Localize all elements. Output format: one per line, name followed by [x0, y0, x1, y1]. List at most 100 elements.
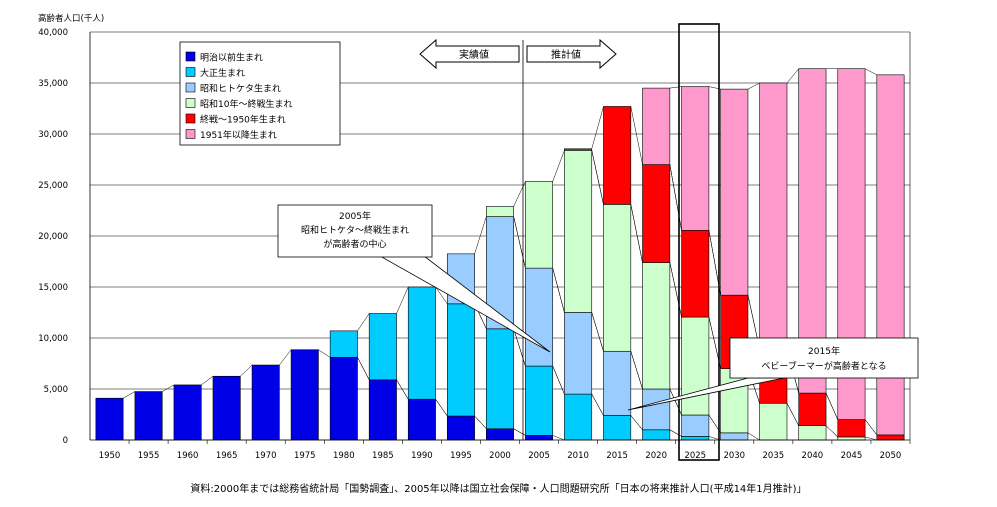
bar-segment	[603, 415, 632, 441]
period-arrows: 実績値 推計値	[419, 38, 617, 70]
legend-label: 終戦～1950年生まれ	[200, 114, 286, 126]
connector-line	[435, 399, 448, 417]
connector-line	[786, 68, 799, 84]
bar-segment	[681, 436, 710, 441]
bar-segment	[251, 364, 280, 441]
y-tick-label: 0	[63, 436, 68, 446]
connector-line	[240, 364, 253, 377]
connector-line	[825, 392, 838, 420]
connector-line	[825, 425, 838, 438]
bar-segment	[603, 350, 632, 416]
x-tick-label: 2000	[489, 451, 511, 461]
legend-label: 昭和10年～終戦生まれ	[200, 98, 292, 110]
x-tick-label: 2010	[567, 451, 589, 461]
x-tick-label: 1975	[294, 451, 316, 461]
y-tick-label: 30,000	[38, 130, 68, 140]
legend-swatch	[185, 113, 196, 124]
x-tick-label: 1950	[99, 451, 121, 461]
callout-2015-line2: ベビーブーマーが高齢者となる	[761, 360, 886, 372]
legend-swatch	[185, 67, 196, 77]
connector-line	[396, 286, 409, 314]
connector-line	[669, 86, 682, 89]
y-tick-label: 15,000	[38, 283, 68, 293]
legend-swatch	[185, 98, 196, 108]
connector-line	[474, 216, 487, 254]
y-tick-label: 40,000	[38, 28, 68, 38]
bar-segment	[642, 262, 671, 390]
y-axis: 0 5,000 10,000 15,000 20,000 25,000 30,000 35,0…	[38, 28, 91, 446]
legend-label: 1951年以降生まれ	[200, 129, 277, 141]
bar-segment	[759, 82, 788, 350]
x-tick-label: 1955	[138, 451, 160, 461]
connector-line	[747, 432, 760, 441]
connector-line	[357, 313, 370, 331]
bar-segment	[368, 313, 397, 381]
legend: 明治以前生まれ大正生まれ昭和ヒトケタ生まれ昭和10年～終戦生まれ終戦～1950年…	[179, 41, 341, 146]
bar-segment	[486, 206, 514, 217]
x-tick-label: 1990	[411, 451, 433, 461]
connector-line	[552, 365, 565, 395]
y-tick-label: 20,000	[38, 232, 68, 242]
bar-segment	[837, 419, 866, 438]
legend-swatch	[185, 129, 196, 139]
connector-line	[630, 106, 643, 165]
legend-box	[179, 41, 341, 146]
legend-label: 大正生まれ	[200, 67, 245, 79]
x-tick-label: 2020	[645, 451, 667, 461]
estimate-arrow	[526, 38, 617, 70]
x-tick-label: 1960	[177, 451, 199, 461]
x-tick-label: 1970	[255, 451, 277, 461]
legend-label: 昭和ヒトケタ生まれ	[200, 83, 281, 95]
bar-segment	[329, 330, 358, 358]
x-tick-label: 1965	[216, 451, 238, 461]
callout-2005-line2: 昭和ヒトケタ～終戦生まれ	[301, 224, 409, 236]
connector-line	[630, 204, 643, 263]
y-tick-label: 5,000	[44, 385, 68, 395]
bar-segment	[642, 388, 671, 431]
callout-2015: 2015年 ベビーブーマーが高齢者となる	[627, 337, 919, 411]
connector-line	[865, 436, 877, 441]
bar-segment	[329, 357, 358, 441]
callout-2005-box	[277, 204, 433, 258]
x-tick-label: 1980	[333, 451, 355, 461]
connector-line	[747, 82, 760, 90]
bar-segment	[212, 375, 241, 441]
connector-line	[591, 150, 604, 205]
bar-segment	[642, 164, 671, 263]
connector-line	[279, 349, 292, 366]
connector-line	[435, 286, 448, 304]
connector-line	[669, 164, 682, 231]
bar-segment	[407, 286, 436, 400]
bar-segment	[486, 428, 514, 441]
x-tick-label: 1985	[372, 451, 394, 461]
callout-2005-line3: が高齢者の中心	[323, 238, 386, 250]
bar-segment	[798, 425, 827, 441]
callout-2015-box	[729, 337, 919, 379]
actual-label: 実績値	[459, 48, 489, 61]
connector-line	[552, 435, 565, 441]
bar-segment	[681, 86, 710, 231]
bar-segment	[525, 267, 554, 367]
bar-segment	[720, 88, 749, 296]
connector-line	[162, 384, 175, 392]
bar-segment	[837, 436, 866, 441]
x-tick-label: 2030	[723, 451, 745, 461]
bar-segment	[642, 429, 671, 441]
connector-line	[630, 351, 643, 390]
bar-segment	[290, 349, 319, 441]
bar-segment	[564, 148, 593, 151]
bar-segment	[564, 312, 593, 395]
y-tick-label: 10,000	[38, 334, 68, 344]
x-tick-label: 2025	[684, 451, 706, 461]
connector-line	[630, 415, 643, 430]
x-tick-label: 2035	[763, 451, 785, 461]
x-tick-label: 2005	[528, 451, 550, 461]
x-tick-label: 2045	[841, 451, 863, 461]
callout-2005-line1: 2005年	[339, 210, 371, 222]
bar-segment	[173, 384, 202, 441]
actual-arrow	[419, 38, 520, 70]
x-tick-label: 1995	[450, 451, 472, 461]
legend-swatch	[185, 82, 196, 93]
connector-line	[201, 376, 214, 386]
bar-segment	[876, 74, 905, 436]
